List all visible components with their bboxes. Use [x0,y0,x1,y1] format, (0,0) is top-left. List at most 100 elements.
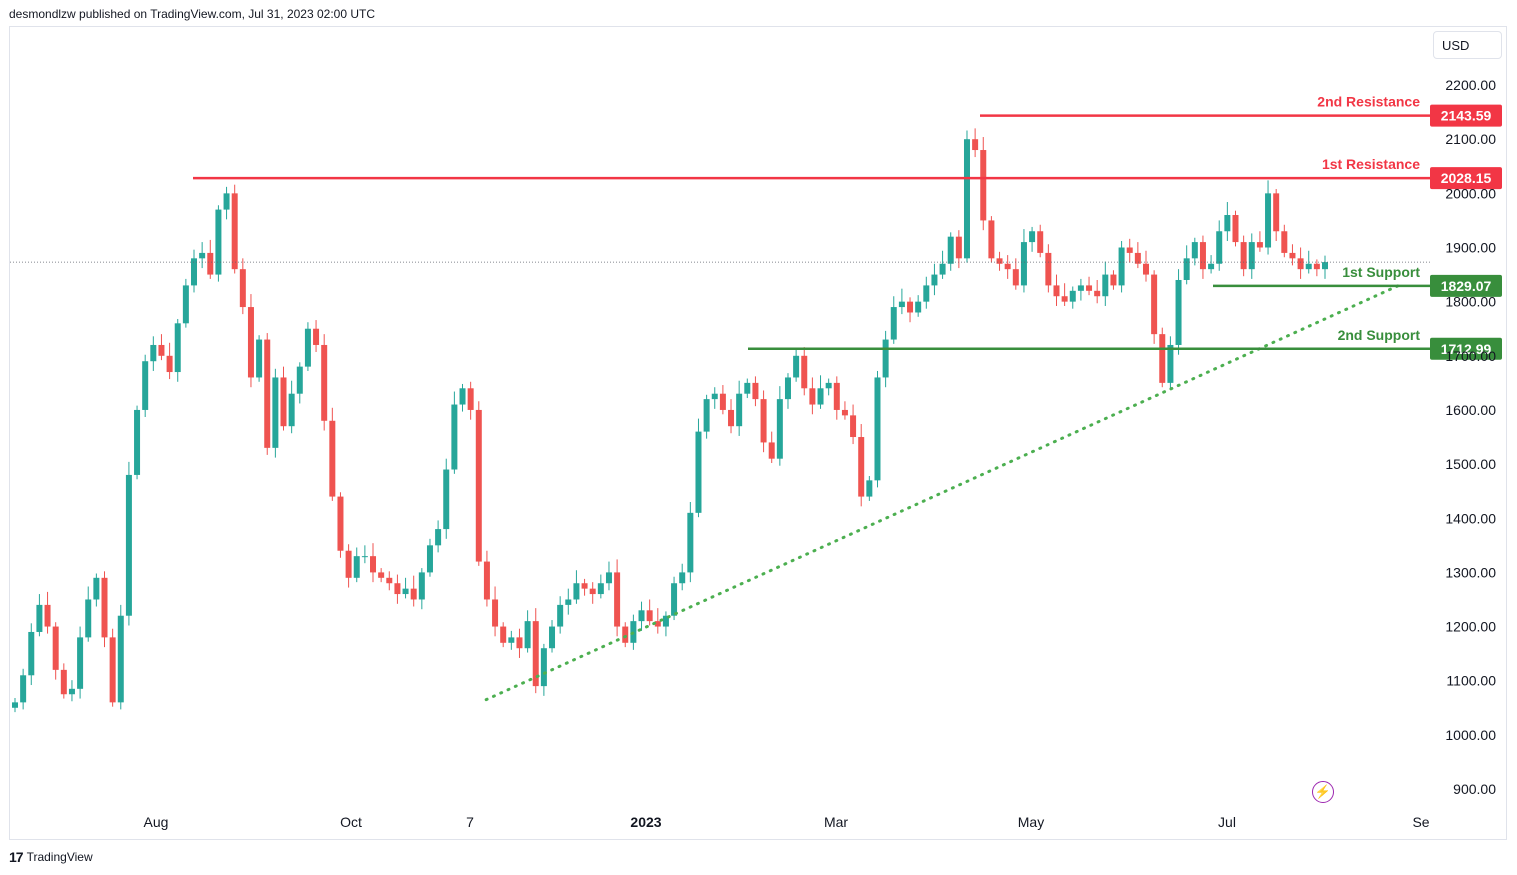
candle-body [28,631,35,676]
candle-body [410,588,417,600]
chart-frame[interactable] [9,26,1507,840]
candle-body [12,702,18,708]
candle-body [321,344,328,421]
level-price-label: 2143.59 [1441,108,1492,124]
level-name: 1st Support [1342,264,1420,280]
y-tick-label: 1800.00 [1445,294,1496,310]
level-price-badge [1430,337,1502,360]
y-tick-label: 1700.00 [1445,348,1496,364]
candle-body [646,610,653,622]
candle-body [304,328,311,367]
candle-body [1167,344,1174,383]
candle-body [1012,269,1019,286]
candle-body [1142,263,1149,275]
candle-body [801,355,808,389]
candle-body [329,420,336,497]
candle-body [52,626,59,670]
candle-body [1265,193,1272,248]
candle-body [191,258,198,286]
candle-body [988,220,995,259]
candle-body [1273,193,1280,232]
level-price-badge [1430,104,1502,127]
footer-brand-label: TradingView [26,850,93,864]
candle-body [109,637,116,703]
candle-body [288,393,295,427]
candle-body [939,263,946,275]
candle-body [516,637,523,649]
candle-body [695,431,702,513]
candle-body [1061,296,1068,302]
candle-body [760,399,767,443]
candle-body [1004,263,1011,270]
candle-body [166,355,173,373]
candle-body [1077,285,1084,291]
candle-body [207,252,214,275]
footer-brand[interactable]: 17 TradingView [9,849,93,865]
time-axis: Aug Oct 7 2023 Mar May Jul Se [144,814,1430,830]
candle-body [1126,247,1133,253]
y-tick-label: 1300.00 [1445,564,1496,580]
candle-body [1256,242,1263,248]
candle-body [858,437,865,497]
lightning-icon[interactable]: ⚡ [1312,781,1334,803]
candle-body [77,637,84,689]
x-tick-label: Jul [1218,814,1236,830]
candle-body [158,344,165,356]
candle-body [1102,274,1109,297]
level-name: 2nd Resistance [1317,94,1420,110]
level-price-badge [1430,167,1502,190]
level-name: 2nd Support [1338,327,1421,343]
candle-body [980,150,987,221]
candle-body [996,258,1003,264]
candle-body [36,604,43,632]
candle-body [540,648,547,687]
level-price-label: 2028.15 [1441,170,1492,186]
candle-body [451,404,458,470]
candle-body [1191,242,1198,259]
candle-body [923,285,930,302]
candle-body [524,621,531,649]
candle-body [890,307,897,340]
candle-body [101,577,108,638]
candle-body [60,669,67,695]
currency-selector[interactable]: USD [1433,31,1502,59]
candle-body [1248,242,1255,270]
candle-body [280,377,287,427]
level-price-label: 1712.99 [1441,341,1492,357]
candle-body [549,626,556,649]
candle-body [1037,231,1044,253]
x-tick-label: May [1018,814,1044,830]
candle-body [44,604,51,627]
trendline [484,283,1401,702]
candle-body [142,361,149,410]
candle-body [337,496,344,551]
candle-body [679,572,686,584]
candle-body [605,572,612,584]
candle-body [931,274,938,286]
candle-body [174,323,181,373]
candle-body [972,139,979,151]
candle-body [313,328,320,345]
candle-body [459,388,466,405]
candle-body [223,193,230,210]
x-tick-label: Se [1412,814,1429,830]
candle-body [654,621,661,627]
candle-body [1313,263,1320,270]
candle-body [719,393,726,410]
candle-body [581,583,588,589]
candles-layer [12,128,1328,713]
candle-body [833,382,840,410]
y-tick-label: 1900.00 [1445,240,1496,256]
candle-body [1183,258,1190,280]
candle-body [841,409,848,416]
candle-body [1053,285,1060,297]
candle-body [345,550,352,578]
candle-body [532,621,539,687]
candle-body [711,393,718,400]
x-tick-label: Aug [144,814,169,830]
candle-body [752,382,759,400]
candle-body [589,588,596,595]
candle-body [703,399,710,432]
candle-body [231,193,238,270]
